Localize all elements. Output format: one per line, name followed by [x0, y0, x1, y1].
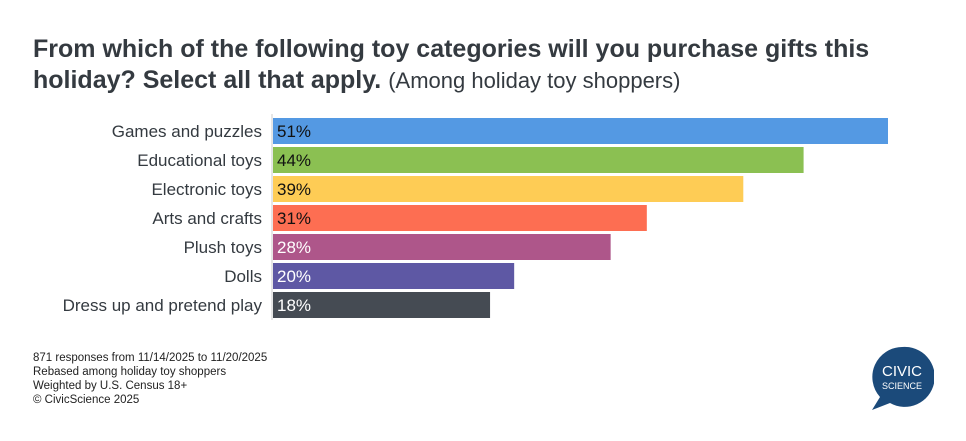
bar [273, 147, 804, 173]
data-label: 20% [277, 267, 311, 286]
logo-text-civic: CIVIC [882, 363, 922, 380]
footer-copyright: © CivicScience 2025 [33, 394, 140, 406]
bar [273, 118, 888, 144]
chart-title: From which of the following toy categori… [33, 34, 943, 96]
footer-notes: 871 responses from 11/14/2025 to 11/20/2… [33, 351, 267, 407]
data-label: 31% [277, 209, 311, 228]
bar [273, 234, 611, 260]
data-label: 44% [277, 151, 311, 170]
bar [273, 176, 744, 202]
category-label: Dolls [224, 267, 262, 286]
category-label: Dress up and pretend play [63, 296, 263, 315]
footer-rebased: Rebased among holiday toy shoppers [33, 366, 227, 378]
category-label: Electronic toys [151, 180, 262, 199]
logo-bubble [872, 346, 934, 410]
logo-text-science: SCIENCE [882, 381, 922, 391]
data-label: 28% [277, 238, 311, 257]
data-label: 51% [277, 122, 311, 141]
category-label: Educational toys [137, 151, 262, 170]
data-label: 39% [277, 180, 311, 199]
footer-responses: 871 responses from 11/14/2025 to 11/20/2… [33, 352, 268, 364]
bar [273, 263, 515, 289]
category-label: Arts and crafts [152, 209, 262, 228]
civicscience-logo: CIVIC SCIENCE [872, 346, 934, 410]
subtitle-text: (Among holiday toy shoppers) [388, 68, 681, 93]
title-text: From which of the following toy categori… [33, 35, 870, 94]
category-label: Plush toys [184, 238, 262, 257]
category-label: Games and puzzles [112, 122, 262, 141]
footer-weighted: Weighted by U.S. Census 18+ [33, 380, 188, 392]
bar-chart: Games and puzzles 51% Educational toys 44% E… [63, 114, 888, 320]
bar [273, 292, 491, 318]
bar [273, 205, 647, 231]
data-label: 18% [277, 296, 311, 315]
